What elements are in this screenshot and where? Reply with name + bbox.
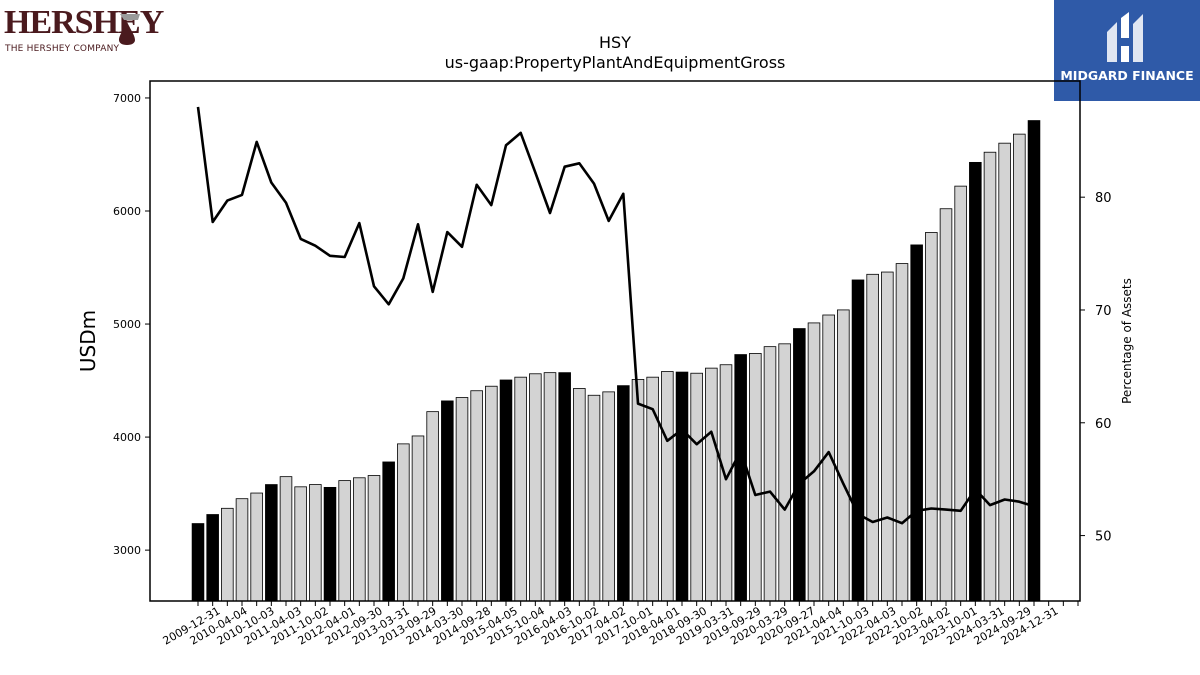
bar: [309, 484, 322, 602]
hershey-tagline: THE HERSHEY COMPANY: [5, 44, 120, 54]
bar: [763, 346, 777, 602]
line-layer: [196, 106, 1035, 525]
y-axis-label: USDm: [76, 310, 100, 372]
bar: [749, 353, 762, 602]
bar: [353, 477, 366, 602]
bar: [866, 273, 879, 602]
bar: [998, 142, 1011, 602]
y2-tick-label: 50: [1095, 530, 1112, 545]
bar: [250, 492, 263, 602]
kiss-drop-icon: [119, 14, 140, 45]
bar: [939, 208, 953, 602]
bar: [470, 390, 483, 602]
bar: [265, 484, 278, 602]
midgard-m-logo-icon: [1107, 12, 1143, 62]
bar: [529, 373, 542, 602]
bar: [954, 185, 967, 602]
bar: [778, 343, 791, 602]
bar: [719, 364, 733, 602]
bar: [338, 480, 351, 602]
bar: [206, 514, 219, 602]
bar: [851, 279, 865, 602]
y2-tick-label: 80: [1095, 191, 1112, 206]
bar: [690, 372, 703, 602]
bar: [294, 486, 307, 602]
y-tick-label: 4000: [113, 431, 141, 444]
bar: [895, 263, 909, 602]
chart-subtitle: us-gaap:PropertyPlantAndEquipmentGross: [445, 53, 786, 72]
bar: [382, 461, 395, 602]
bar: [279, 476, 293, 602]
chart-title: HSY: [599, 33, 631, 52]
bar: [573, 388, 586, 602]
midgard-logo: MIDGARD FINANCE: [1054, 0, 1200, 101]
y-tick-label: 5000: [113, 318, 141, 331]
bar: [367, 475, 381, 602]
bar: [910, 244, 923, 602]
y-tick-label: 6000: [113, 205, 141, 218]
bar: [1027, 120, 1041, 602]
bar: [485, 385, 498, 602]
bar: [807, 322, 821, 602]
bar: [426, 411, 439, 602]
hershey-wordmark: HERSHEY: [4, 4, 164, 41]
y-tick-label: 7000: [113, 92, 141, 105]
bar: [323, 486, 337, 602]
y2-tick-label: 60: [1095, 417, 1112, 432]
y2-axis-label: Percentage of Assets: [1120, 278, 1134, 404]
bar: [925, 232, 938, 602]
bar: [617, 385, 630, 602]
bar: [602, 391, 615, 602]
bar: [397, 443, 410, 602]
bar: [514, 376, 527, 602]
plot-frame: [149, 80, 1081, 602]
y2-tick-label: 70: [1095, 304, 1112, 319]
bar: [983, 151, 997, 602]
series-line: [196, 106, 1035, 525]
bar: [631, 379, 645, 602]
bar: [411, 435, 425, 602]
bar: [441, 400, 454, 602]
bar: [221, 507, 234, 602]
y-tick-label: 3000: [113, 544, 141, 557]
bar: [191, 523, 205, 602]
bar: [661, 371, 674, 602]
bar: [499, 379, 513, 602]
bar: [969, 161, 982, 602]
bar: [587, 394, 601, 602]
bar: [881, 271, 894, 602]
bar: [455, 397, 469, 602]
bar: [1013, 133, 1026, 602]
bar: [675, 371, 689, 602]
hershey-logo: HERSHEY THE HERSHEY COMPANY: [4, 4, 164, 56]
bar: [705, 367, 718, 602]
midgard-name: MIDGARD FINANCE: [1060, 68, 1194, 83]
bar: [235, 498, 249, 602]
bars-layer: [191, 120, 1041, 602]
bar: [837, 309, 850, 602]
bar: [558, 372, 571, 602]
bar: [543, 372, 557, 602]
bar: [734, 354, 747, 602]
bar: [793, 328, 806, 602]
